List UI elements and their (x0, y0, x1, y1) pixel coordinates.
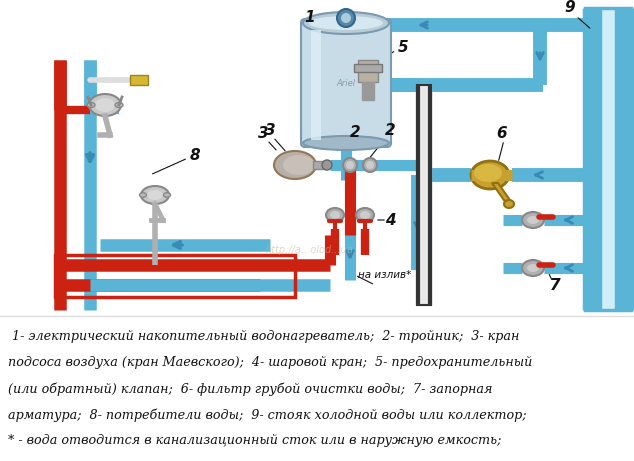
Bar (362, 82, 374, 100)
Text: 1: 1 (305, 11, 315, 25)
Text: 8: 8 (190, 148, 200, 162)
Ellipse shape (522, 212, 544, 228)
Bar (417, 85, 431, 305)
Text: 4: 4 (385, 213, 396, 227)
Circle shape (322, 160, 332, 170)
Text: 5: 5 (398, 41, 409, 55)
Ellipse shape (527, 216, 539, 224)
Bar (358, 60, 378, 82)
Bar (55, 255, 295, 297)
Text: на излив*: на излив* (358, 270, 411, 280)
Ellipse shape (115, 102, 123, 107)
Ellipse shape (366, 161, 374, 169)
Text: подсоса воздуха (кран Маевского);  4- шаровой кран;  5- предохранительный: подсоса воздуха (кран Маевского); 4- шар… (8, 356, 533, 369)
Bar (0, 316, 634, 461)
Polygon shape (492, 183, 512, 203)
Text: 6: 6 (496, 125, 507, 141)
Circle shape (337, 9, 355, 27)
Ellipse shape (522, 260, 544, 276)
Text: Ariel: Ariel (337, 78, 356, 88)
Text: 3: 3 (264, 123, 275, 137)
Ellipse shape (303, 12, 389, 34)
Ellipse shape (360, 211, 370, 219)
Bar (354, 64, 382, 72)
Bar (585, 8, 631, 310)
Ellipse shape (330, 211, 340, 219)
Text: 2: 2 (350, 124, 360, 140)
FancyBboxPatch shape (301, 19, 391, 147)
Bar (311, 30, 321, 140)
Text: http://a...olod...ua: http://a...olod...ua (266, 245, 354, 255)
Ellipse shape (147, 190, 163, 200)
Ellipse shape (87, 102, 95, 107)
Ellipse shape (303, 136, 389, 150)
Text: 1- электрический накопительный водонагреватель;  2- тройник;  3- кран: 1- электрический накопительный водонагре… (8, 330, 519, 343)
Text: 7: 7 (550, 278, 560, 292)
Text: 3: 3 (257, 125, 268, 141)
Text: 2: 2 (385, 123, 396, 137)
Ellipse shape (309, 16, 383, 30)
Circle shape (341, 13, 351, 23)
Ellipse shape (363, 158, 377, 172)
Text: * - вода отводится в канализационный сток или в наружную емкость;: * - вода отводится в канализационный сто… (8, 434, 501, 447)
Ellipse shape (141, 186, 169, 204)
Bar (313, 161, 327, 169)
Text: 9: 9 (565, 0, 575, 16)
Ellipse shape (527, 264, 539, 272)
Ellipse shape (274, 151, 316, 179)
Bar (130, 75, 148, 85)
Ellipse shape (504, 200, 514, 208)
Bar (417, 85, 431, 305)
Ellipse shape (474, 164, 502, 182)
Ellipse shape (139, 193, 146, 197)
Ellipse shape (356, 208, 374, 222)
Text: арматура;  8- потребители воды;  9- стояк холодной воды или коллектор;: арматура; 8- потребители воды; 9- стояк … (8, 408, 526, 421)
Ellipse shape (326, 208, 344, 222)
Ellipse shape (164, 193, 171, 197)
Text: (или обратный) клапан;  6- фильтр грубой очистки воды;  7- запорная: (или обратный) клапан; 6- фильтр грубой … (8, 382, 493, 396)
Bar (585, 8, 631, 310)
Ellipse shape (95, 98, 115, 112)
Ellipse shape (343, 158, 357, 172)
Ellipse shape (471, 161, 509, 189)
Ellipse shape (89, 94, 121, 116)
Ellipse shape (346, 161, 354, 169)
Ellipse shape (283, 155, 315, 175)
